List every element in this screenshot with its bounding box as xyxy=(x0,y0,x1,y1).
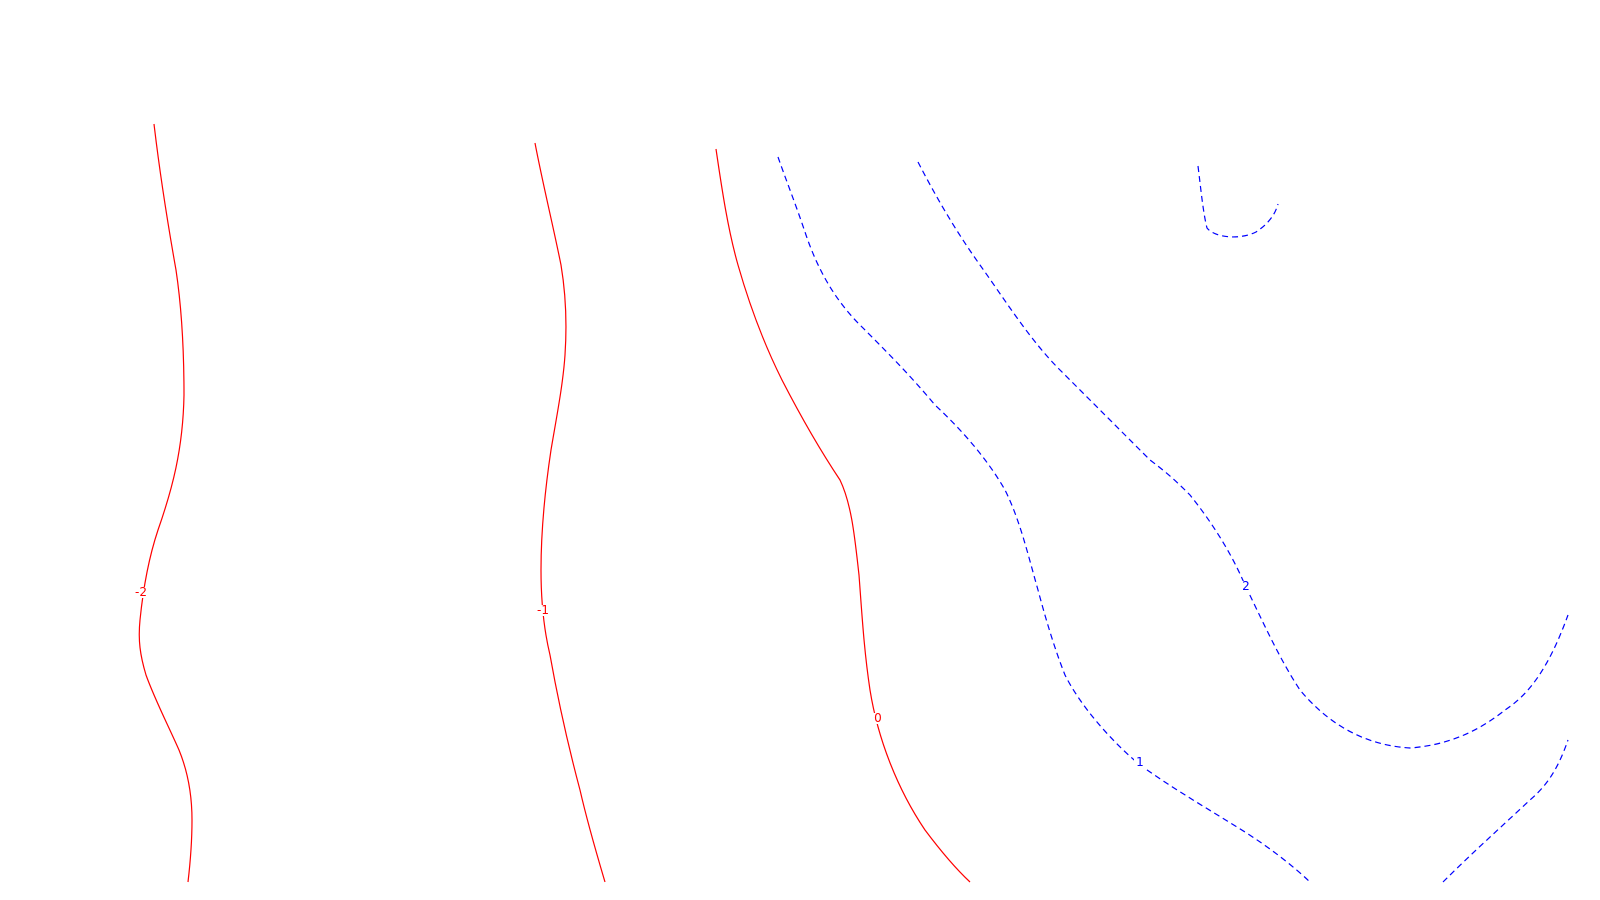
contour-line-level-neg2 xyxy=(138,123,193,883)
contour-line-level-neg1 xyxy=(534,142,606,883)
contour-line-level-0 xyxy=(715,148,971,883)
contour-label-background xyxy=(1240,581,1252,592)
contour-lines-group xyxy=(138,123,1569,883)
contour-label-2: 2 xyxy=(1242,579,1250,593)
contour-labels-group: -2 -1 0 1 2 xyxy=(135,579,1252,769)
contour-label-background xyxy=(537,605,549,616)
contour-label-neg1: -1 xyxy=(537,603,549,617)
contour-line-level-2-segment-2 xyxy=(1197,165,1279,238)
contour-line-level-1-segment-1 xyxy=(777,156,1311,883)
contour-label-background xyxy=(135,587,147,598)
contour-label-0: 0 xyxy=(874,711,882,725)
contour-line-level-2-segment-1 xyxy=(917,161,1569,749)
contour-label-1: 1 xyxy=(1136,755,1144,769)
contour-line-level-1-segment-2 xyxy=(1442,739,1569,883)
contour-label-background xyxy=(872,713,884,724)
contour-label-neg2: -2 xyxy=(135,585,147,599)
contour-label-background xyxy=(1134,757,1146,768)
